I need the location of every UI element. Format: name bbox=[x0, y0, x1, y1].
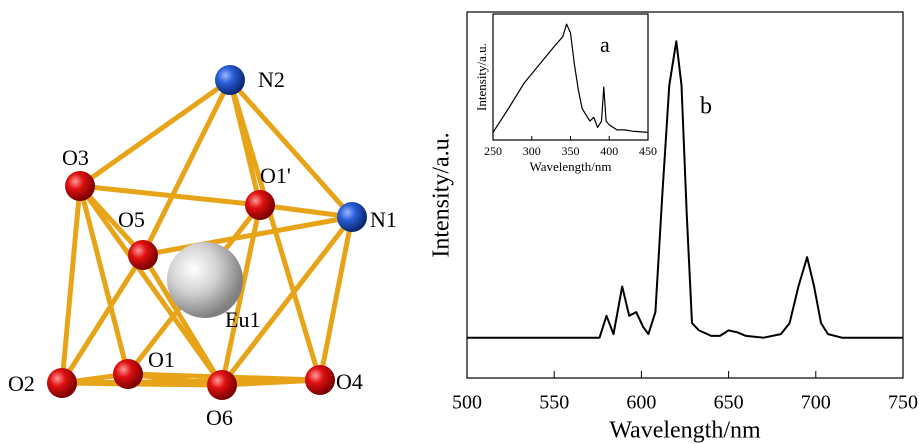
atom-label: O5 bbox=[118, 207, 145, 232]
o-atom bbox=[207, 370, 237, 400]
bond bbox=[143, 80, 230, 255]
atom-label: Eu1 bbox=[225, 307, 260, 332]
bond bbox=[80, 80, 230, 186]
atom-label: O4 bbox=[336, 369, 363, 394]
o-atom bbox=[128, 240, 158, 270]
o-atom bbox=[65, 171, 95, 201]
x-tick-label: 400 bbox=[600, 144, 618, 158]
x-tick-label: 500 bbox=[452, 392, 482, 414]
atom-label: N1 bbox=[370, 207, 397, 232]
x-axis-label: Wavelength/nm bbox=[530, 159, 612, 174]
atom-label: O2 bbox=[8, 371, 35, 396]
x-tick-label: 250 bbox=[484, 144, 502, 158]
o-atom bbox=[47, 368, 77, 398]
annotation: a bbox=[600, 32, 610, 57]
atom-label: O1 bbox=[148, 347, 175, 372]
x-tick-label: 350 bbox=[562, 144, 580, 158]
page: N2 O3 O1' N1 O5 Eu1 O2 O1 O6 O4 500 550 60… bbox=[0, 0, 919, 444]
figure: N2 O3 O1' N1 O5 Eu1 O2 O1 O6 O4 500 550 60… bbox=[0, 0, 919, 444]
o-atom bbox=[245, 190, 275, 220]
atom-label: N2 bbox=[258, 67, 285, 92]
atom-label: O6 bbox=[206, 405, 233, 430]
x-tick-label: 450 bbox=[639, 144, 657, 158]
n-atom bbox=[337, 202, 367, 232]
bond bbox=[62, 186, 80, 383]
y-axis-label: Intensity/a.u. bbox=[429, 132, 455, 257]
o-atom bbox=[305, 365, 335, 395]
bonds bbox=[62, 80, 352, 385]
n-atom bbox=[215, 65, 245, 95]
x-axis-label: Wavelength/nm bbox=[609, 418, 761, 444]
x-tick-label: 700 bbox=[801, 392, 831, 414]
atom-label: O3 bbox=[62, 145, 89, 170]
o-atom bbox=[113, 359, 143, 389]
annotation: b bbox=[700, 94, 712, 120]
x-tick-label: 600 bbox=[626, 392, 656, 414]
structure: N2 O3 O1' N1 O5 Eu1 O2 O1 O6 O4 bbox=[8, 65, 397, 430]
y-axis-label: Intensity/a.u. bbox=[474, 43, 489, 111]
x-tick-label: 650 bbox=[714, 392, 744, 414]
x-tick-label: 550 bbox=[539, 392, 569, 414]
atom-label: O1' bbox=[260, 163, 291, 188]
x-tick-label: 750 bbox=[888, 392, 918, 414]
x-tick-label: 300 bbox=[523, 144, 541, 158]
